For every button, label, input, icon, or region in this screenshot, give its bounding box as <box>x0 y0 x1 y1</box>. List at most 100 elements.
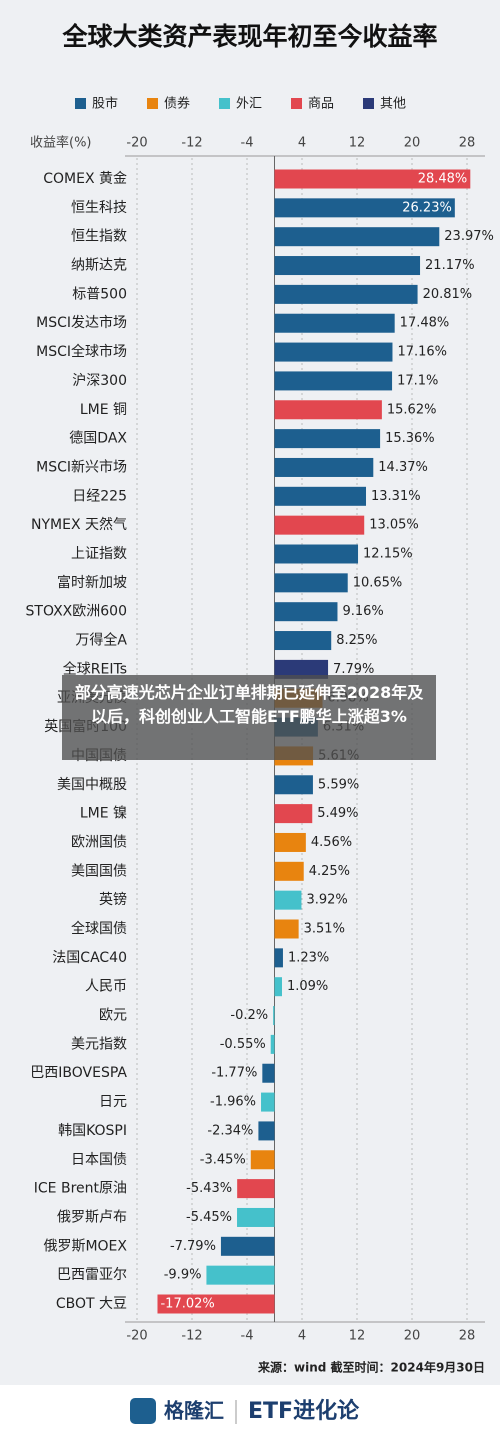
value-label: -2.34% <box>207 1123 253 1138</box>
bar <box>262 1063 275 1083</box>
x-tick-label: -20 <box>126 136 147 151</box>
footer-brand: 格隆汇 <box>164 1399 224 1423</box>
bar <box>237 1179 275 1199</box>
value-label: 4.25% <box>309 864 350 879</box>
bar <box>220 1236 275 1256</box>
legend-label: 其他 <box>380 97 406 112</box>
x-tick-label: 12 <box>349 1329 366 1344</box>
category-label: 沪深300 <box>72 373 127 389</box>
value-label: 15.62% <box>387 402 437 417</box>
bar <box>274 313 395 333</box>
bar <box>274 659 329 679</box>
bar <box>274 977 282 997</box>
bar <box>250 1150 275 1170</box>
footer-bg <box>0 1385 500 1439</box>
x-tick-label: -12 <box>181 1329 202 1344</box>
category-label: MSCI全球市场 <box>36 343 127 360</box>
value-label: 17.1% <box>397 373 438 388</box>
value-label: -5.45% <box>186 1210 232 1225</box>
value-label: 23.97% <box>444 229 494 244</box>
bar <box>274 457 374 477</box>
category-label: 巴西雷亚尔 <box>57 1267 127 1283</box>
category-label: 英镑 <box>99 891 127 908</box>
value-label: 20.81% <box>423 287 473 302</box>
bar <box>274 198 455 218</box>
value-label: 3.51% <box>304 922 345 937</box>
category-label: MSCI发达市场 <box>36 314 127 331</box>
bar <box>157 1294 275 1314</box>
bar <box>274 804 313 824</box>
value-label: -9.9% <box>164 1268 202 1283</box>
category-label: STOXX欧洲600 <box>26 604 127 620</box>
value-label: 5.49% <box>317 806 358 821</box>
legend-label: 商品 <box>308 97 334 112</box>
category-label: 人民币 <box>85 979 127 995</box>
source: 来源：wind 截至时间：2024年9月30日 <box>257 1360 485 1375</box>
news-banner: 部分高速光芯片企业订单排期已延伸至2028年及以后，科创创业人工智能ETF鹏华上… <box>62 675 436 760</box>
bar <box>274 890 302 910</box>
category-label: 日元 <box>99 1094 127 1110</box>
x-tick-label: 28 <box>459 136 476 151</box>
bar <box>274 169 471 189</box>
category-label: 德国DAX <box>69 431 127 447</box>
category-label: 美元指数 <box>71 1036 127 1052</box>
legend-swatch <box>291 98 302 109</box>
legend-swatch <box>147 98 158 109</box>
bar <box>274 573 348 593</box>
legend-label: 股市 <box>92 96 118 112</box>
legend-swatch <box>219 98 230 109</box>
legend-label: 债券 <box>164 96 190 112</box>
axis-label: 收益率(%) <box>30 135 92 151</box>
x-tick-label: 4 <box>298 136 306 151</box>
legend-swatch <box>75 98 86 109</box>
value-label: 15.36% <box>385 431 435 446</box>
category-label: 欧洲国债 <box>71 834 127 850</box>
category-label: 巴西IBOVESPA <box>30 1065 127 1081</box>
category-label: 俄罗斯MOEX <box>43 1238 127 1254</box>
category-label: NYMEX 天然气 <box>31 516 127 533</box>
bar <box>274 227 440 247</box>
category-label: LME 铜 <box>80 402 127 418</box>
value-label: 12.15% <box>363 547 413 562</box>
value-label: 17.48% <box>400 316 450 331</box>
value-label: 10.65% <box>353 575 403 590</box>
bar <box>261 1092 275 1112</box>
category-label: ICE Brent原油 <box>34 1181 127 1197</box>
bar <box>206 1265 275 1285</box>
bar <box>274 342 393 362</box>
category-label: 日本国债 <box>71 1152 127 1168</box>
bar <box>274 544 359 564</box>
category-label: 富时新加坡 <box>57 574 127 591</box>
x-tick-label: -12 <box>181 136 202 151</box>
bar <box>274 602 338 622</box>
legend-swatch <box>363 98 374 109</box>
value-label: 1.09% <box>287 979 328 994</box>
category-label: 美国中概股 <box>57 777 127 793</box>
x-tick-label: 20 <box>404 136 421 151</box>
category-label: 万得全A <box>75 632 127 649</box>
category-label: 美国国债 <box>71 863 127 879</box>
bar <box>274 515 365 535</box>
category-label: 恒生科技 <box>71 200 127 216</box>
category-label: COMEX 黄金 <box>43 170 127 187</box>
category-label: 日经225 <box>72 488 127 504</box>
bar <box>274 284 418 304</box>
bar <box>258 1121 275 1141</box>
legend-label: 外汇 <box>236 97 262 112</box>
category-label: 俄罗斯卢布 <box>57 1209 127 1225</box>
value-label: -7.79% <box>170 1239 216 1254</box>
category-label: 韩国KOSPI <box>58 1123 127 1139</box>
category-label: 法国CAC40 <box>52 950 127 966</box>
bar <box>274 371 393 391</box>
value-label: 21.17% <box>425 258 475 273</box>
bar <box>274 948 283 968</box>
bar <box>274 775 313 795</box>
bar <box>274 631 332 651</box>
x-tick-label: 28 <box>459 1329 476 1344</box>
value-label: 26.23% <box>402 200 452 215</box>
value-label: 13.05% <box>369 518 419 533</box>
footer-product: ETF进化论 <box>248 1398 360 1424</box>
